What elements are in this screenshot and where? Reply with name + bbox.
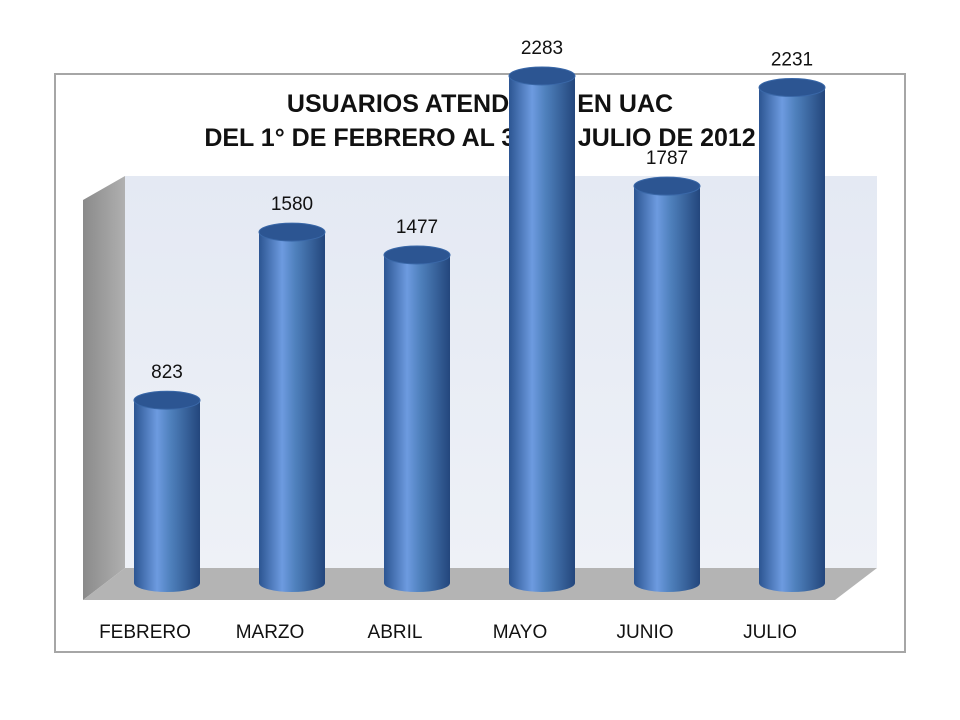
category-labels: FEBRERO MARZO ABRIL MAYO JUNIO JULIO — [99, 622, 797, 643]
bar-febrero — [133, 390, 201, 592]
bar-body — [134, 400, 200, 592]
category-label: MAYO — [493, 622, 548, 643]
value-label: 1580 — [271, 194, 313, 215]
bar-top — [258, 222, 326, 242]
bar-top — [758, 77, 826, 97]
bar-top — [133, 390, 201, 410]
chart-title-line-1: USUARIOS ATENDIDOS EN UAC — [287, 90, 673, 118]
bar-mayo — [508, 66, 576, 592]
value-label: 2283 — [521, 38, 563, 59]
bar-abril — [383, 245, 451, 592]
bar-julio — [758, 77, 826, 592]
bar-top — [383, 245, 451, 265]
bar-body — [259, 232, 325, 592]
category-label: JUNIO — [617, 622, 674, 643]
bar-body — [759, 87, 825, 592]
value-label: 2231 — [771, 49, 813, 70]
category-label: JULIO — [743, 622, 797, 643]
value-label: 1477 — [396, 217, 438, 238]
side-wall — [83, 176, 125, 600]
bar-body — [384, 254, 450, 592]
category-label: ABRIL — [368, 622, 423, 643]
chart-title-line-2: DEL 1° DE FEBRERO AL 31 DE JULIO DE 2012 — [204, 124, 755, 152]
bar-top — [508, 66, 576, 86]
category-label: MARZO — [236, 622, 305, 643]
floor — [83, 568, 877, 600]
bars — [133, 66, 826, 592]
value-label: 823 — [151, 362, 183, 383]
bar-marzo — [258, 222, 326, 592]
bar-top — [633, 176, 701, 196]
value-labels: 823 1580 1477 2283 1787 2231 — [151, 38, 813, 383]
value-label: 1787 — [646, 148, 688, 169]
bar-body — [509, 75, 575, 592]
category-label: FEBRERO — [99, 622, 191, 643]
bar-junio — [633, 176, 701, 592]
bar-body — [634, 186, 700, 592]
